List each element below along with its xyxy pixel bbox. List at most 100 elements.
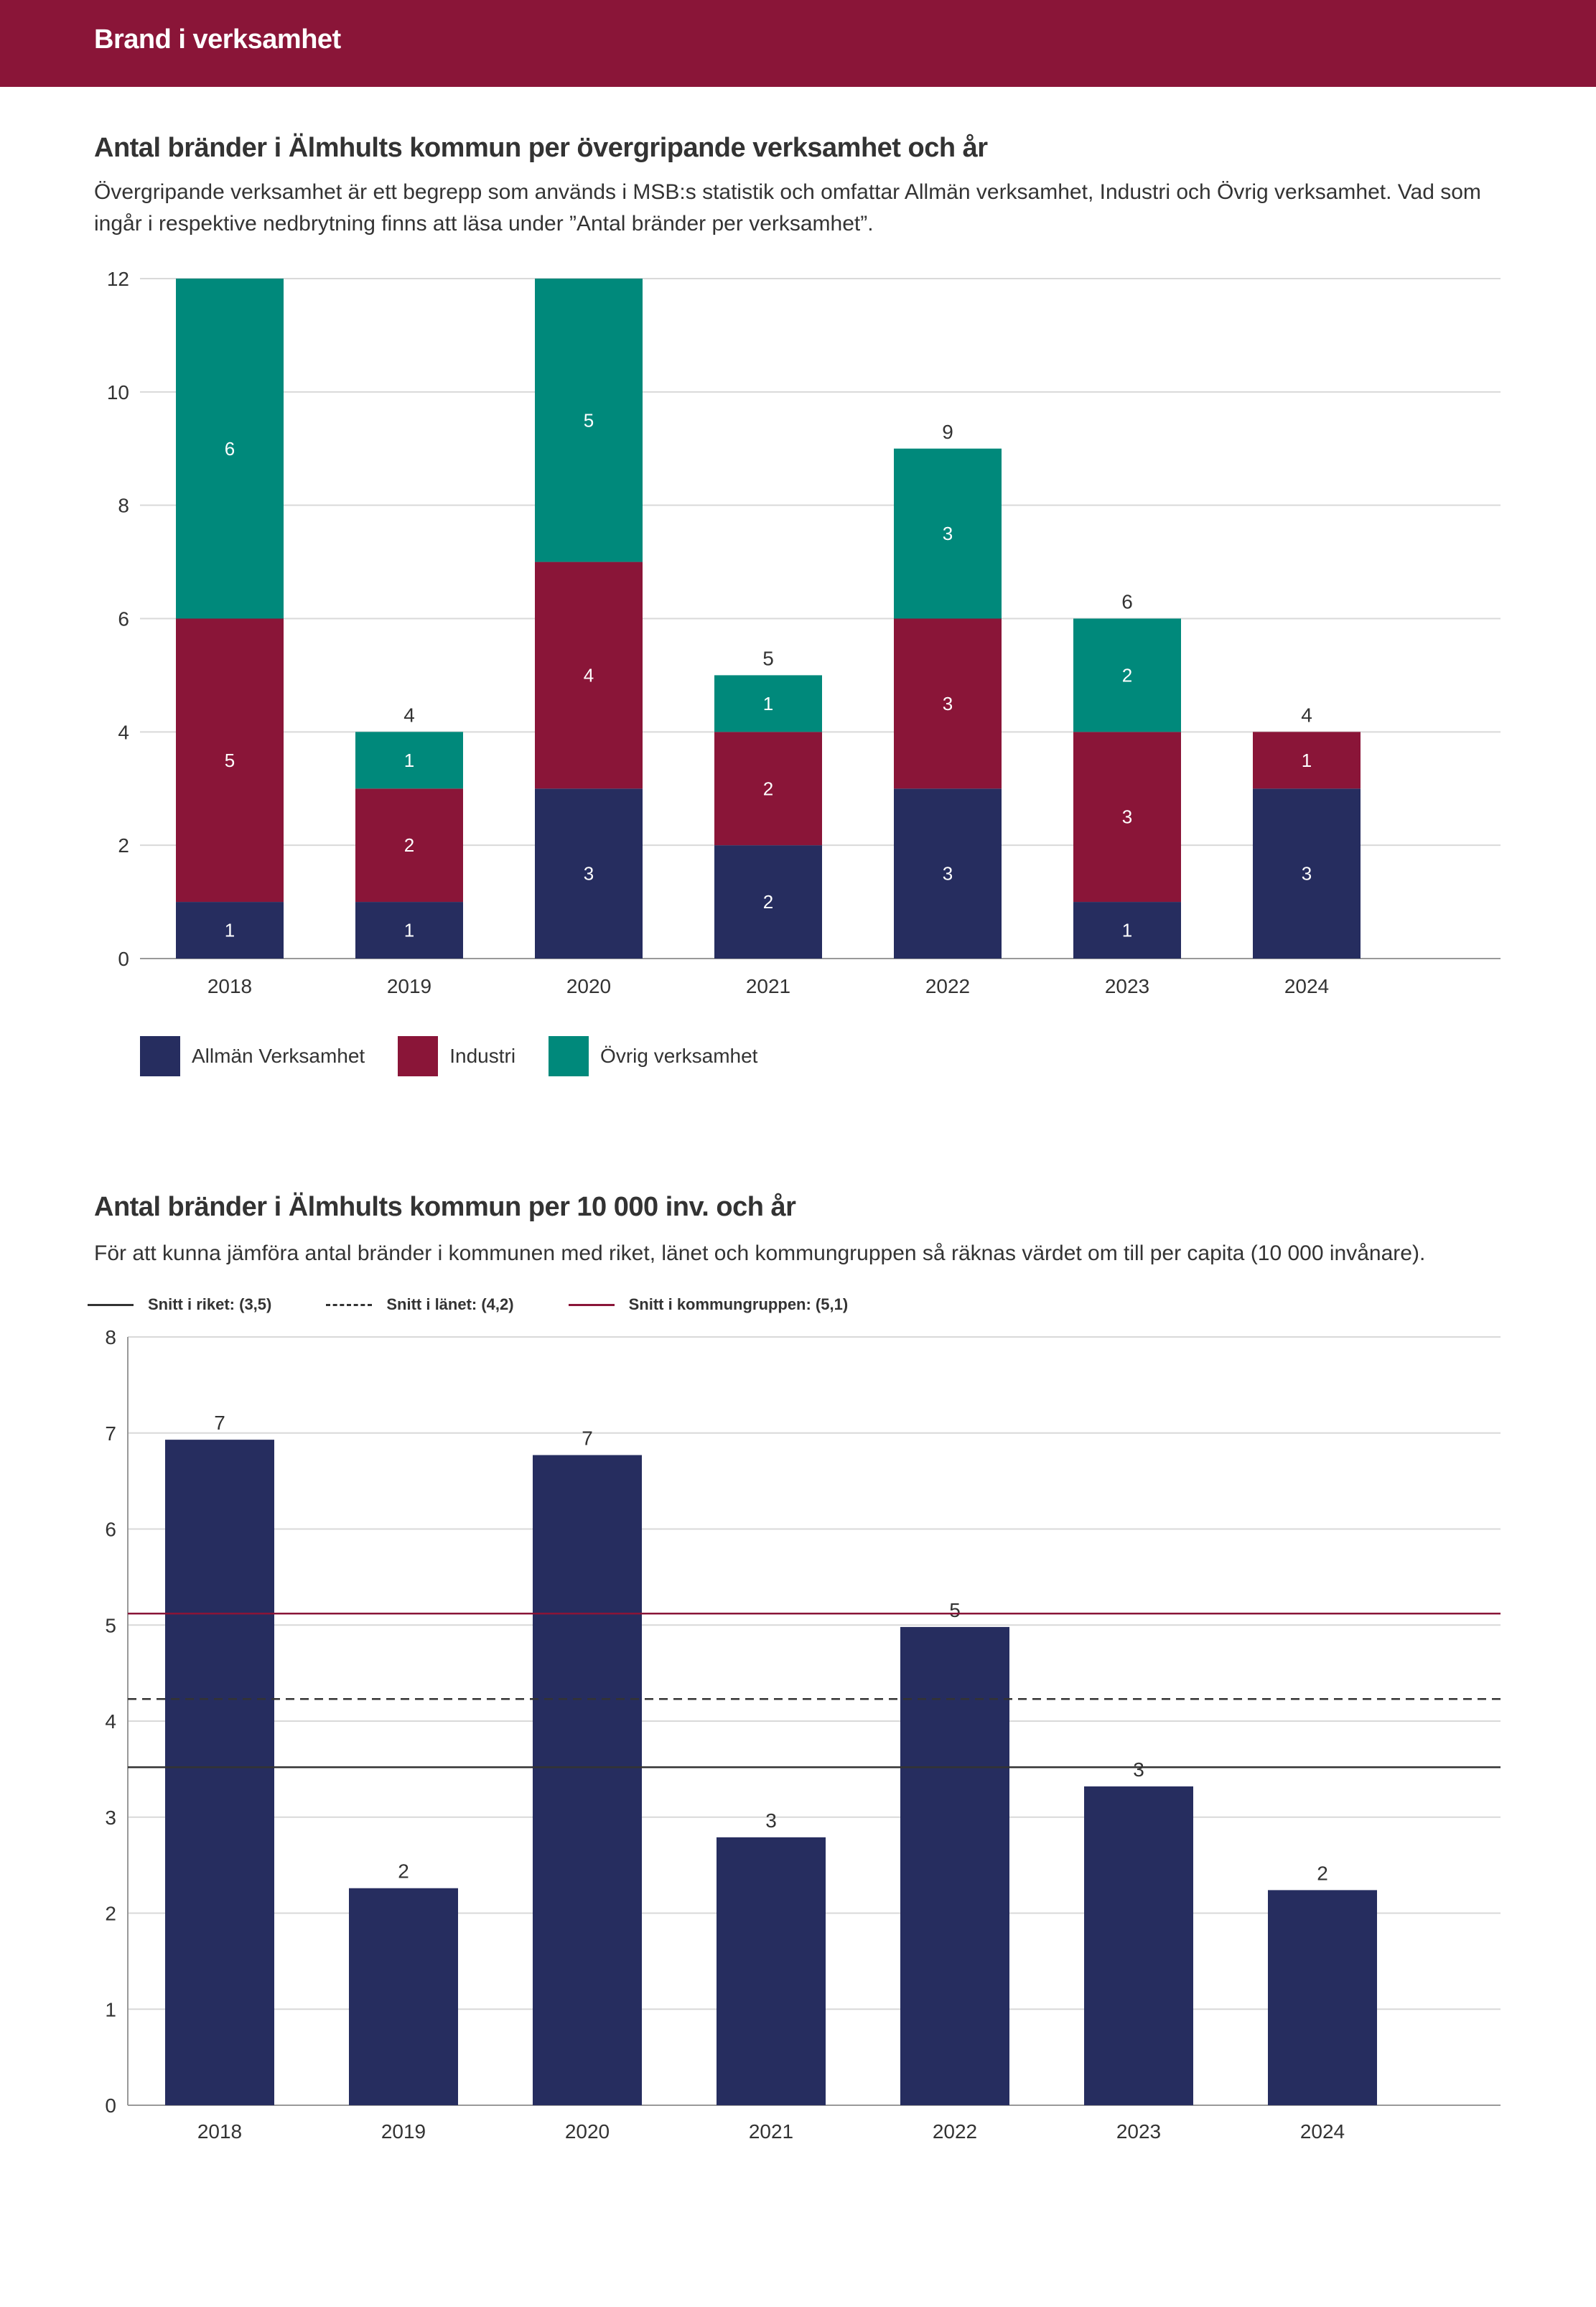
bar-value-label: 5: [949, 1599, 961, 1621]
legend-swatch-allman: [140, 1036, 180, 1076]
bar: [533, 1455, 642, 2105]
bar-segment: [894, 788, 1002, 959]
y-tick-label: 6: [118, 608, 129, 630]
bar-value-label: 7: [582, 1427, 593, 1450]
legend-item-industri: Industri: [398, 1036, 515, 1076]
y-tick-label: 1: [105, 1998, 116, 2021]
y-tick-label: 2: [105, 1903, 116, 1925]
bar-total-label: 5: [762, 647, 774, 669]
bar-segment: [535, 279, 643, 562]
x-tick-label: 2020: [566, 975, 611, 997]
x-tick-label: 2018: [207, 975, 252, 997]
x-tick-label: 2024: [1300, 2120, 1345, 2143]
x-tick-label: 2022: [925, 975, 970, 997]
y-tick-label: 5: [105, 1614, 116, 1636]
bar-segment: [1253, 788, 1361, 959]
x-tick-label: 2020: [565, 2120, 610, 2143]
segment-value-label: 2: [1122, 664, 1132, 686]
bar: [900, 1626, 1009, 2105]
segment-value-label: 1: [1122, 920, 1132, 941]
legend-label-ovrig: Övrig verksamhet: [600, 1045, 758, 1067]
bar-segment: [894, 618, 1002, 789]
bar-segment: [355, 788, 463, 903]
segment-value-label: 4: [584, 664, 594, 686]
legend-item-ovrig: Övrig verksamhet: [549, 1036, 757, 1076]
x-tick-label: 2019: [381, 2120, 426, 2143]
bar-value-label: 7: [214, 1412, 225, 1434]
stacked-bar-chart: 0246810121562018121420193452020221520213…: [107, 268, 1501, 997]
bar-segment: [1253, 732, 1361, 789]
y-tick-label: 8: [105, 1326, 116, 1348]
x-tick-label: 2022: [933, 2120, 977, 2143]
legend-swatch-ovrig: [549, 1036, 589, 1076]
bar-segment: [535, 788, 643, 959]
section1-title: Antal bränder i Älmhults kommun per över…: [94, 133, 988, 163]
segment-value-label: 1: [225, 920, 235, 941]
segment-value-label: 6: [225, 438, 235, 460]
segment-value-label: 2: [763, 778, 773, 799]
segment-value-label: 3: [1122, 806, 1132, 828]
bar-segment: [714, 675, 822, 732]
x-tick-label: 2023: [1116, 2120, 1161, 2143]
bar-value-label: 2: [1317, 1862, 1328, 1884]
bar: [165, 1440, 274, 2105]
segment-value-label: 2: [763, 891, 773, 913]
ref-legend-kommungrupp-label: Snitt i kommungruppen: (5,1): [628, 1295, 849, 1313]
bar-segment: [535, 561, 643, 789]
bar-segment: [1073, 618, 1181, 732]
bar-segment: [176, 618, 284, 903]
legend-label-industri: Industri: [449, 1045, 516, 1067]
legend-swatch-industri: [398, 1036, 439, 1076]
bar-value-label: 3: [765, 1809, 777, 1832]
y-tick-label: 6: [105, 1519, 116, 1541]
y-tick-label: 8: [118, 495, 129, 517]
y-tick-label: 12: [107, 268, 129, 290]
legend-item-allman: Allmän Verksamhet: [140, 1036, 365, 1076]
ref-legend-riket-label: Snitt i riket: (3,5): [148, 1295, 272, 1313]
bar: [717, 1837, 826, 2105]
section1-description: Övergripande verksamhet är ett begrepp s…: [94, 180, 1481, 236]
bar-total-label: 6: [1121, 591, 1133, 613]
reference-lines-legend: Snitt i riket: (3,5) Snitt i länet: (4,2…: [88, 1295, 902, 1314]
segment-value-label: 3: [584, 863, 594, 885]
bar-value-label: 2: [398, 1860, 409, 1883]
segment-value-label: 5: [584, 409, 594, 431]
bar-segment: [176, 902, 284, 959]
bar-segment: [714, 845, 822, 959]
segment-value-label: 1: [404, 750, 414, 771]
bar-segment: [355, 732, 463, 789]
segment-value-label: 5: [225, 750, 235, 771]
y-tick-label: 2: [118, 834, 129, 857]
y-tick-label: 4: [105, 1710, 116, 1733]
y-tick-label: 4: [118, 721, 129, 743]
bar: [1084, 1786, 1193, 2105]
x-tick-label: 2018: [197, 2120, 242, 2143]
segment-value-label: 1: [763, 693, 773, 714]
bar-total-label: 4: [1301, 704, 1312, 726]
y-tick-label: 0: [118, 948, 129, 970]
y-tick-label: 7: [105, 1422, 116, 1445]
segment-value-label: 1: [404, 920, 414, 941]
ref-legend-riket-line: [88, 1303, 134, 1306]
bar-value-label: 3: [1133, 1758, 1144, 1781]
ref-legend-kommungrupp: Snitt i kommungruppen: (5,1): [568, 1295, 849, 1314]
per-capita-bar-chart: 0 1 2 3 4 5 6 7 8 7 2018 2 2019 7 2020 3 2021 5 2022 3 2023 2…: [105, 1326, 1501, 2143]
section2-title: Antal bränder i Älmhults kommun per 10 0…: [94, 1192, 796, 1222]
bar-segment: [176, 279, 284, 619]
y-tick-label: 0: [105, 2094, 116, 2117]
segment-value-label: 3: [943, 863, 953, 885]
bar-total-label: 4: [403, 704, 415, 726]
bar: [349, 1888, 458, 2105]
section2-description: För att kunna jämföra antal bränder i ko…: [94, 1241, 1426, 1265]
y-tick-label: 3: [105, 1807, 116, 1829]
x-tick-label: 2021: [749, 2120, 793, 2143]
bar-total-label: 9: [942, 421, 953, 443]
ref-legend-lanet: Snitt i länet: (4,2): [326, 1295, 514, 1314]
x-tick-label: 2019: [387, 975, 431, 997]
bar-segment: [355, 902, 463, 959]
x-tick-label: 2021: [746, 975, 790, 997]
legend-label-allman: Allmän Verksamhet: [192, 1045, 365, 1067]
segment-value-label: 3: [1302, 863, 1312, 885]
ref-legend-lanet-line: [326, 1303, 373, 1306]
header-title: Brand i verksamhet: [94, 24, 341, 55]
